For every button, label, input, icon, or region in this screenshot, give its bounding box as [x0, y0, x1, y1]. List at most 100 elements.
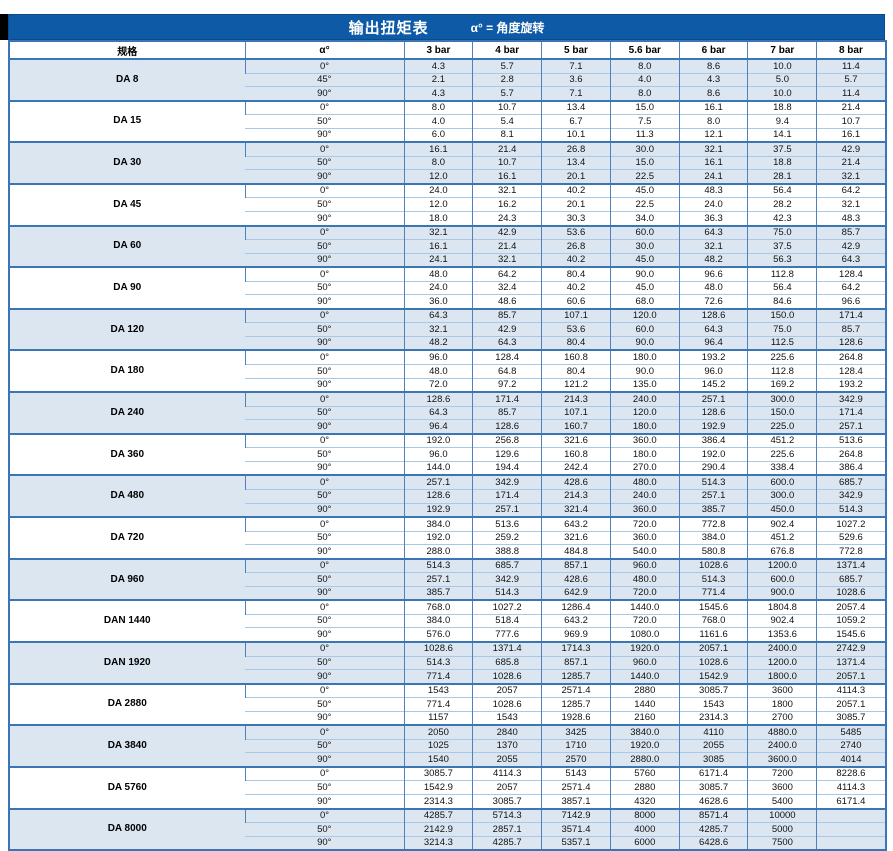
angle-cell: 90° [245, 335, 404, 351]
column-header-7bar: 7 bar [747, 41, 817, 60]
torque-value-cell: 676.8 [747, 544, 817, 559]
angle-cell: 90° [245, 710, 404, 726]
torque-value-cell: 26.8 [541, 141, 611, 157]
torque-value-cell: 32.1 [816, 197, 886, 212]
torque-value-cell: 24.1 [678, 169, 748, 184]
torque-value-cell: 768.0 [678, 613, 748, 628]
angle-cell: 0° [244, 432, 404, 448]
torque-value-cell: 30.0 [609, 239, 680, 254]
torque-value-cell: 1543 [472, 710, 542, 726]
torque-value-cell: 2840 [472, 724, 542, 740]
torque-value-cell: 192.0 [403, 530, 473, 545]
torque-value-cell: 2880 [609, 780, 680, 795]
spec-cell: DA 720 [9, 516, 245, 559]
torque-value-cell: 10.0 [747, 57, 817, 74]
angle-cell: 50° [245, 488, 404, 503]
torque-value-cell: 48.2 [678, 252, 748, 268]
column-header-6bar: 6 bar [678, 41, 748, 60]
torque-value-cell: 10.0 [747, 86, 817, 101]
torque-value-cell: 8000 [609, 807, 680, 823]
torque-value-cell: 9.4 [747, 114, 817, 129]
torque-value-cell: 10000 [747, 807, 817, 823]
torque-value-cell: 24.0 [678, 197, 748, 212]
torque-value-cell: 4.3 [403, 57, 473, 74]
torque-value-cell: 16.1 [816, 127, 886, 143]
torque-value-cell: 1028.6 [472, 697, 542, 712]
torque-value-cell: 1714.3 [541, 640, 611, 657]
torque-value-cell: 6171.4 [816, 793, 886, 809]
spec-cell: DA 240 [9, 391, 245, 434]
torque-value-cell: 2142.9 [403, 822, 473, 837]
table-row: 50° 771.4 1028.6 1285.7 1440 1543 1800 2057.1 [9, 697, 886, 712]
table-row: 50° 64.3 85.7 107.1 120.0 128.6 150.0 171.4 [9, 405, 886, 420]
torque-value-cell: 771.4 [678, 585, 748, 601]
torque-value-cell: 1543 [678, 697, 748, 712]
torque-value-cell: 32.1 [472, 182, 542, 198]
spec-cell: DA 360 [9, 432, 245, 476]
torque-value-cell: 342.9 [816, 391, 886, 407]
torque-value-cell: 2.8 [472, 72, 542, 87]
torque-value-cell: 16.1 [472, 169, 542, 184]
table-row: 90° 48.2 64.3 80.4 90.0 96.4 112.5 128.6 [9, 335, 886, 351]
angle-cell: 90° [245, 793, 404, 809]
torque-value-cell: 685.7 [816, 572, 886, 587]
torque-value-cell: 8.0 [403, 99, 473, 115]
torque-value-cell: 22.5 [609, 197, 680, 212]
torque-value-cell: 32.1 [678, 239, 748, 254]
torque-value-cell: 60.0 [609, 322, 680, 337]
torque-value-cell: 7500 [747, 835, 817, 851]
torque-value-cell: 42.9 [472, 322, 542, 337]
torque-value-cell: 2314.3 [403, 793, 473, 809]
torque-value-cell: 300.0 [747, 391, 817, 407]
angle-cell: 50° [245, 197, 404, 212]
torque-value-cell: 8.0 [609, 86, 680, 101]
torque-value-cell: 11.4 [816, 86, 886, 101]
angle-cell: 50° [245, 447, 404, 462]
torque-value-cell: 529.6 [816, 530, 886, 545]
torque-value-cell: 2160 [609, 710, 680, 726]
torque-value-cell: 144.0 [403, 460, 473, 476]
torque-value-cell: 16.1 [403, 141, 473, 157]
torque-value-cell: 128.6 [403, 488, 473, 503]
torque-value-cell: 1285.7 [541, 697, 611, 712]
torque-value-cell: 42.9 [816, 141, 886, 157]
angle-legend-note: α° = 角度旋转 [470, 20, 545, 35]
torque-value-cell: 1286.4 [541, 599, 611, 615]
spec-cell: DA 3840 [9, 724, 245, 767]
angle-cell: 0° [244, 99, 404, 115]
spec-cell: DA 120 [9, 307, 245, 351]
torque-value-cell: 720.0 [609, 516, 680, 532]
torque-value-cell: 20.1 [541, 169, 611, 184]
table-row: DA 480 0° 257.1 342.9 428.6 480.0 514.3 600.0 68… [9, 474, 886, 518]
torque-value-cell: 16.1 [403, 239, 473, 254]
angle-cell: 0° [244, 640, 404, 657]
page-edge-notch [0, 14, 8, 40]
torque-value-cell: 26.8 [541, 239, 611, 254]
torque-value-cell: 1371.4 [472, 640, 542, 657]
torque-value-cell: 53.6 [541, 224, 611, 240]
table-row: 50° 192.0 259.2 321.6 360.0 384.0 451.2 529.6 [9, 530, 886, 545]
torque-sheet: 输出扭矩表 α° = 角度旋转 规格 α° 3 bar 4 bar 5 bar 5.6 b… [8, 14, 887, 851]
torque-value-cell: 60.6 [541, 294, 611, 309]
torque-value-cell: 777.6 [472, 627, 542, 642]
torque-value-cell: 16.1 [678, 155, 748, 170]
torque-value-cell: 5.7 [472, 86, 542, 101]
torque-value-cell: 80.4 [541, 364, 611, 379]
table-row: 50° 16.1 21.4 26.8 30.0 32.1 37.5 42.9 [9, 239, 886, 254]
torque-value-cell: 2050 [403, 724, 473, 740]
torque-value-cell: 48.6 [472, 294, 542, 309]
torque-value-cell: 194.4 [472, 460, 542, 476]
torque-value-cell: 97.2 [472, 377, 542, 393]
torque-value-cell: 685.7 [472, 557, 542, 573]
torque-value-cell: 338.4 [747, 460, 817, 476]
torque-value-cell: 14.1 [747, 127, 817, 143]
angle-cell: 50° [245, 530, 404, 545]
torque-value-cell: 257.1 [816, 419, 886, 434]
torque-value-cell: 42.3 [747, 211, 817, 226]
torque-value-cell: 771.4 [403, 697, 473, 712]
torque-value-cell: 5760 [609, 765, 680, 781]
torque-value-cell: 1540 [403, 752, 473, 767]
torque-value-cell: 7.1 [541, 86, 611, 101]
torque-value-cell: 225.6 [747, 349, 817, 365]
torque-value-cell: 6.7 [541, 114, 611, 129]
